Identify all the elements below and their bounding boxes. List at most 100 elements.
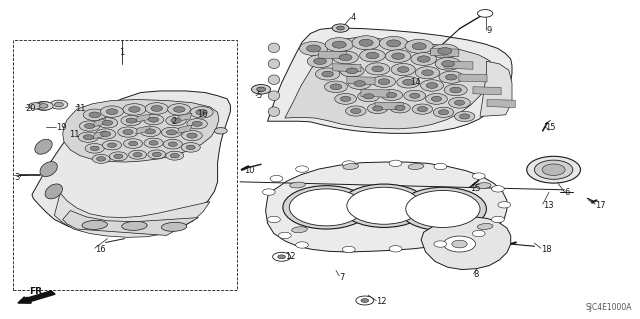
Circle shape — [89, 112, 100, 118]
Circle shape — [39, 104, 48, 108]
Circle shape — [270, 175, 283, 182]
Circle shape — [351, 108, 361, 114]
Circle shape — [92, 154, 110, 163]
Circle shape — [354, 81, 365, 86]
Circle shape — [420, 80, 444, 91]
Ellipse shape — [40, 162, 58, 176]
Circle shape — [168, 142, 177, 146]
Ellipse shape — [343, 164, 358, 169]
Circle shape — [190, 107, 213, 118]
Circle shape — [367, 103, 388, 114]
Polygon shape — [375, 102, 403, 110]
Circle shape — [97, 118, 118, 128]
Circle shape — [372, 66, 383, 72]
Text: 4: 4 — [351, 13, 356, 22]
Circle shape — [460, 114, 470, 119]
Circle shape — [356, 296, 374, 305]
Circle shape — [347, 187, 421, 224]
Circle shape — [472, 173, 485, 179]
Circle shape — [439, 71, 463, 83]
Circle shape — [83, 135, 93, 140]
Text: 16: 16 — [197, 110, 208, 119]
Circle shape — [300, 41, 328, 56]
Text: SJC4E1000A: SJC4E1000A — [586, 303, 632, 312]
Circle shape — [170, 153, 179, 158]
Circle shape — [307, 45, 321, 52]
Circle shape — [324, 81, 348, 93]
Circle shape — [161, 127, 182, 137]
Circle shape — [78, 132, 99, 142]
Circle shape — [151, 106, 163, 111]
Text: 12: 12 — [285, 252, 295, 261]
Circle shape — [385, 50, 411, 63]
Ellipse shape — [35, 139, 52, 154]
Circle shape — [296, 242, 308, 248]
Circle shape — [364, 94, 374, 99]
Circle shape — [381, 90, 403, 100]
Circle shape — [152, 152, 161, 157]
Circle shape — [140, 126, 161, 137]
Circle shape — [492, 186, 504, 192]
Ellipse shape — [408, 164, 424, 169]
Circle shape — [29, 103, 42, 109]
Circle shape — [108, 143, 116, 147]
Circle shape — [337, 26, 344, 30]
Text: 1: 1 — [119, 48, 124, 57]
Polygon shape — [480, 61, 512, 116]
Circle shape — [346, 68, 358, 74]
Circle shape — [283, 186, 370, 229]
Circle shape — [186, 145, 195, 150]
Circle shape — [412, 104, 433, 114]
Text: 6: 6 — [564, 189, 570, 197]
Text: 2: 2 — [172, 117, 177, 126]
Bar — [13, 40, 237, 290]
Circle shape — [36, 102, 53, 110]
Circle shape — [126, 118, 136, 123]
Text: 17: 17 — [595, 201, 606, 210]
Polygon shape — [136, 114, 150, 122]
Polygon shape — [431, 48, 459, 56]
Circle shape — [84, 123, 95, 129]
Circle shape — [387, 40, 401, 47]
Circle shape — [109, 152, 127, 161]
Circle shape — [438, 110, 449, 115]
Circle shape — [148, 150, 166, 159]
Circle shape — [542, 164, 565, 175]
Polygon shape — [268, 28, 512, 133]
Circle shape — [454, 111, 475, 122]
Circle shape — [192, 121, 202, 126]
Circle shape — [166, 130, 177, 135]
Polygon shape — [93, 119, 106, 127]
Circle shape — [100, 131, 111, 137]
Text: 7: 7 — [339, 273, 344, 282]
Circle shape — [83, 109, 106, 121]
Polygon shape — [177, 113, 192, 121]
Circle shape — [214, 128, 227, 134]
Text: 9: 9 — [486, 26, 492, 35]
Circle shape — [366, 52, 379, 59]
Circle shape — [340, 65, 364, 77]
Circle shape — [262, 189, 275, 195]
Polygon shape — [487, 100, 515, 108]
Circle shape — [144, 138, 163, 148]
Ellipse shape — [268, 59, 280, 69]
Circle shape — [307, 55, 333, 68]
Polygon shape — [32, 91, 230, 234]
Polygon shape — [285, 38, 494, 129]
Circle shape — [166, 115, 186, 126]
Circle shape — [372, 106, 383, 111]
Circle shape — [422, 70, 433, 76]
Ellipse shape — [477, 224, 493, 229]
Circle shape — [392, 53, 404, 59]
Circle shape — [257, 87, 266, 92]
Circle shape — [434, 163, 447, 170]
Circle shape — [314, 58, 326, 64]
Circle shape — [145, 103, 168, 114]
Circle shape — [387, 93, 397, 98]
Circle shape — [390, 103, 410, 113]
Circle shape — [335, 93, 356, 104]
Circle shape — [403, 79, 414, 85]
Circle shape — [358, 91, 380, 102]
Circle shape — [35, 101, 52, 110]
Circle shape — [187, 133, 197, 138]
